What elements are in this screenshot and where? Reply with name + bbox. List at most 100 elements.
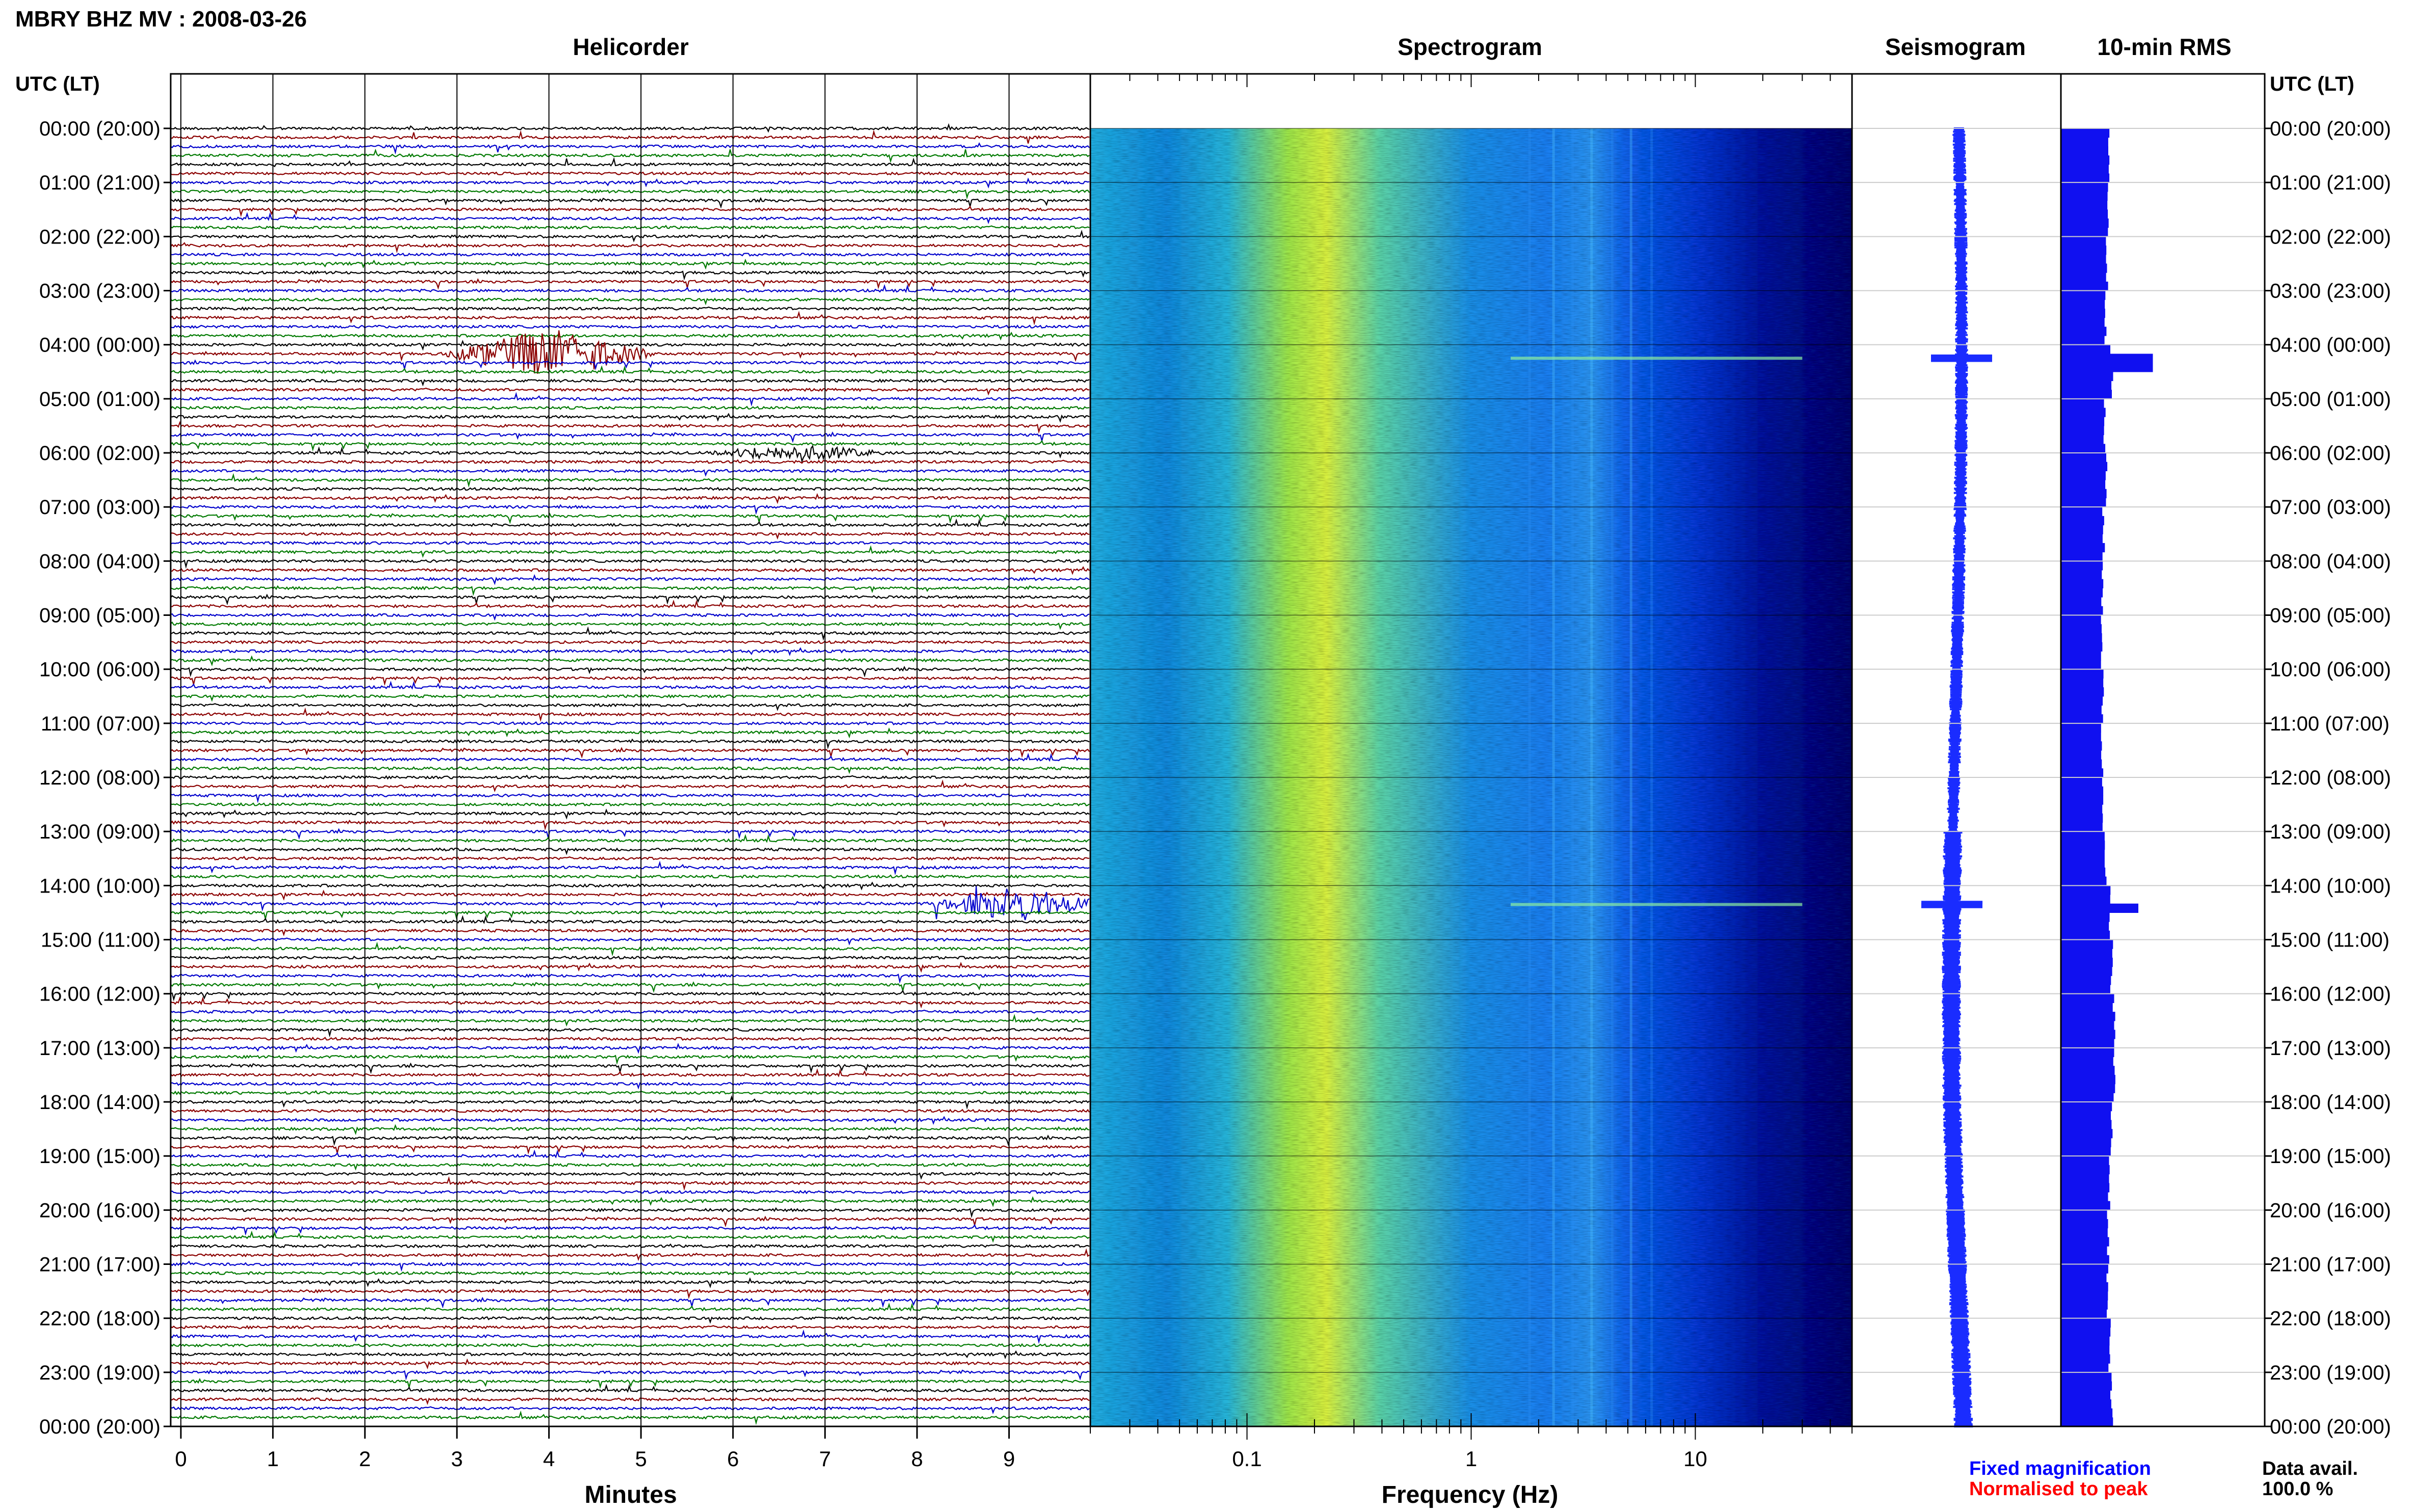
helicorder-trace-row xyxy=(171,229,1090,242)
rms-bar xyxy=(2061,425,2104,436)
helicorder-trace-row xyxy=(171,1358,1090,1369)
helicorder-trace-row xyxy=(171,989,1090,1002)
rms-bar xyxy=(2061,1174,2109,1183)
helicorder-trace-row xyxy=(171,640,1090,644)
rms-bar xyxy=(2061,525,2103,534)
helicorder-trace-row xyxy=(171,225,1090,230)
time-tick-label-right: 15:00 (11:00) xyxy=(2270,929,2390,952)
rms-bar xyxy=(2061,669,2104,679)
time-tick-label-right: 04:00 (00:00) xyxy=(2270,334,2391,357)
rms-bar xyxy=(2061,1120,2112,1129)
rms-bar xyxy=(2061,1192,2108,1202)
rms-bar xyxy=(2061,1111,2111,1120)
time-tick-label-left: 19:00 (15:00) xyxy=(39,1145,160,1168)
helicorder-trace-row xyxy=(171,1343,1090,1348)
rms-bar xyxy=(2061,552,2103,561)
rms-bar xyxy=(2061,246,2107,255)
time-tick-label-right: 03:00 (23:00) xyxy=(2270,280,2391,303)
rms-bar xyxy=(2061,164,2109,174)
rms-bar xyxy=(2061,1030,2115,1039)
rms-bar xyxy=(2061,227,2108,237)
helicorder-trace-row xyxy=(171,681,1090,690)
helicorder-trace-row xyxy=(171,459,1090,465)
helicorder-trace-row xyxy=(171,955,1090,960)
helicorder-trace-row xyxy=(171,727,1090,739)
plot-frame xyxy=(170,73,2266,1427)
rms-bar xyxy=(2061,146,2108,156)
helicorder-trace-row xyxy=(171,1325,1090,1330)
time-tick-label-right: 09:00 (05:00) xyxy=(2270,605,2391,627)
time-tick-label-left: 06:00 (02:00) xyxy=(39,442,160,465)
rms-bar xyxy=(2061,858,2105,868)
helicorder-trace-row xyxy=(171,188,1090,200)
helicorder-trace-row xyxy=(171,177,1090,188)
helicorder-trace-row xyxy=(171,566,1090,575)
helicorder-trace-row xyxy=(171,574,1090,585)
rms-bar xyxy=(2061,1417,2113,1427)
helicorder-trace-row xyxy=(171,1068,1090,1077)
time-tick-label-left: 02:00 (22:00) xyxy=(39,226,160,248)
helicorder-trace-row xyxy=(171,693,1090,702)
rms-bar xyxy=(2061,381,2112,390)
rms-bar xyxy=(2061,1201,2110,1210)
minute-tick-label: 2 xyxy=(359,1447,371,1471)
time-tick-label-left: 04:00 (00:00) xyxy=(39,334,160,357)
helicorder-trace-row xyxy=(171,129,1090,144)
helicorder-trace-row xyxy=(171,855,1089,861)
time-tick-label-right: 11:00 (07:00) xyxy=(2270,713,2390,735)
rms-bar xyxy=(2061,462,2108,471)
rms-bar xyxy=(2061,1039,2114,1048)
rms-bar xyxy=(2061,489,2107,499)
rms-bar xyxy=(2061,200,2108,210)
rms-bar xyxy=(2061,660,2101,670)
time-tick-label-right: 20:00 (16:00) xyxy=(2270,1199,2391,1222)
rms-bar xyxy=(2061,642,2103,652)
rms-bar xyxy=(2061,1066,2115,1075)
helicorder-trace-row xyxy=(171,766,1090,774)
rms-bar xyxy=(2061,363,2153,372)
rms-bar xyxy=(2061,1246,2107,1256)
helicorder-trace-row xyxy=(171,621,1090,630)
helicorder-trace-row xyxy=(171,996,1090,1009)
minute-tick-label: 6 xyxy=(727,1447,739,1471)
minute-tick-label: 8 xyxy=(911,1447,923,1471)
helicorder-trace-row xyxy=(171,324,1090,329)
helicorder-trace-row xyxy=(171,721,1090,726)
time-tick-label-left: 03:00 (23:00) xyxy=(39,280,160,303)
helicorder-trace-row xyxy=(171,1149,1090,1158)
helicorder-trace-row xyxy=(171,1230,1090,1243)
helicorder-trace-row xyxy=(171,330,1090,374)
helicorder-trace-row xyxy=(171,1303,1090,1312)
helicorder-trace-row xyxy=(171,613,1090,621)
rms-bar xyxy=(2061,1309,2107,1319)
rms-bar xyxy=(2061,444,2106,453)
helicorder-trace-row xyxy=(171,1162,1090,1171)
rms-bar xyxy=(2061,849,2105,859)
rms-bar xyxy=(2061,290,2106,300)
helicorder-trace-row xyxy=(171,665,1090,678)
helicorder-trace-row xyxy=(171,413,1090,423)
time-tick-label-left: 08:00 (04:00) xyxy=(39,550,160,573)
helicorder-trace-row xyxy=(171,406,1090,410)
helicorder-trace-row xyxy=(171,387,1089,396)
rms-bar xyxy=(2061,687,2104,697)
rms-bar xyxy=(2061,606,2103,616)
rms-bar xyxy=(2061,930,2110,940)
rms-bar xyxy=(2061,1336,2110,1346)
rms-bar xyxy=(2061,336,2105,345)
helicorder-trace-row xyxy=(171,332,1090,341)
rms-bar xyxy=(2061,354,2153,363)
helicorder-trace-row xyxy=(171,284,1090,293)
rms-bar xyxy=(2061,795,2104,805)
time-tick-label-left: 17:00 (13:00) xyxy=(39,1037,160,1060)
rms-bar xyxy=(2061,903,2138,913)
rms-bar xyxy=(2061,281,2108,291)
helicorder-trace-row xyxy=(171,1009,1090,1014)
helicorder-trace-row xyxy=(171,847,1090,855)
rms-bar xyxy=(2061,651,2101,661)
rms-bar xyxy=(2061,1255,2109,1265)
helicorder-trace-row xyxy=(171,431,1090,443)
helicorder-trace-row xyxy=(171,339,1090,351)
